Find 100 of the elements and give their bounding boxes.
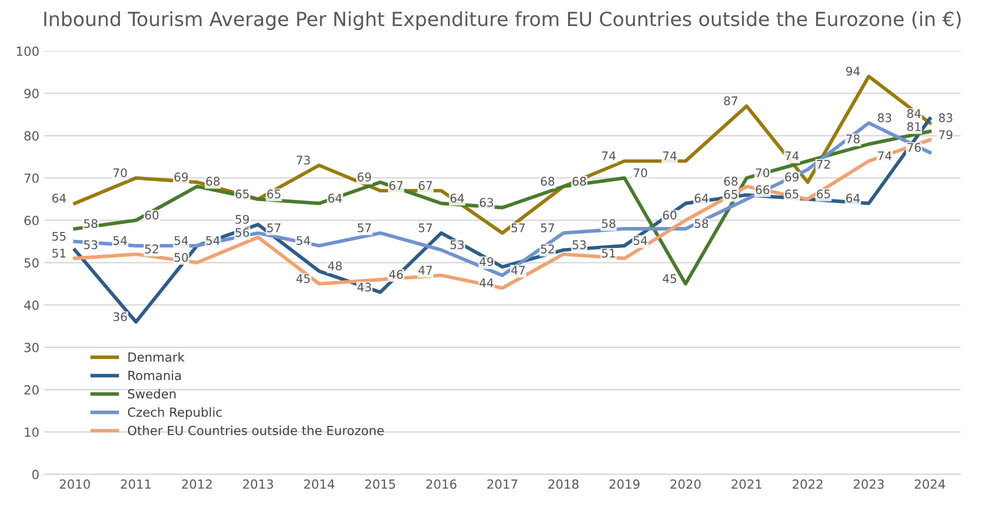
data-label: 54 (634, 236, 648, 245)
legend-label: Sweden (128, 388, 176, 399)
x-tick-label: 2015 (365, 479, 396, 489)
data-label: 67 (389, 181, 403, 190)
data-label: 70 (114, 168, 127, 178)
data-label: 54 (206, 236, 220, 245)
data-label: 51 (602, 248, 616, 258)
data-label: 46 (389, 270, 403, 279)
data-label: 74 (785, 152, 799, 160)
data-label: 68 (724, 176, 738, 186)
x-tick-label: 2012 (182, 479, 212, 489)
x-tick-label: 2016 (426, 479, 456, 489)
legend-label: Czech Republic (128, 407, 222, 420)
y-tick-label: 50 (24, 258, 39, 268)
y-tick-label: 70 (24, 173, 39, 183)
data-label: 54 (296, 236, 310, 245)
data-label: 81 (907, 122, 920, 132)
data-label: 66 (756, 185, 770, 194)
data-label: 49 (480, 257, 494, 266)
y-tick-label: 20 (24, 385, 39, 395)
data-label: 79 (939, 130, 952, 140)
x-tick-label: 2013 (243, 479, 273, 489)
data-label: 87 (724, 96, 738, 106)
data-label: 67 (418, 181, 432, 190)
data-label: 57 (512, 224, 525, 232)
data-label: 63 (480, 198, 494, 207)
data-label: 65 (724, 190, 738, 199)
data-label: 68 (206, 176, 220, 186)
chart-title: Inbound Tourism Average Per Night Expenditure from EU Countries outside the Eurozone (in €) (44, 11, 961, 30)
y-tick-label: 100 (16, 46, 39, 56)
y-tick-label: 80 (24, 131, 39, 141)
x-tick-label: 2019 (610, 479, 640, 489)
data-label: 57 (267, 224, 280, 232)
legend-label: Denmark (128, 352, 185, 362)
data-label: 47 (418, 266, 432, 274)
data-label: 53 (450, 240, 464, 250)
data-label: 52 (540, 244, 554, 254)
data-label: 36 (113, 312, 127, 322)
y-tick-label: 40 (24, 300, 39, 310)
y-tick-label: 0 (32, 470, 39, 480)
data-label: 58 (694, 219, 708, 228)
data-label: 74 (878, 152, 892, 160)
data-label: 47 (511, 266, 525, 274)
data-label: 60 (145, 210, 158, 220)
data-label: 60 (663, 210, 676, 220)
data-label: 57 (540, 224, 554, 232)
data-label: 56 (236, 228, 249, 237)
data-label: 57 (418, 224, 432, 232)
x-tick-label: 2014 (304, 479, 334, 489)
data-label: 45 (662, 274, 676, 284)
data-label: 68 (540, 176, 554, 186)
data-label: 64 (52, 194, 66, 203)
x-tick-label: 2021 (732, 479, 762, 489)
data-label: 69 (358, 172, 372, 182)
data-label: 70 (634, 168, 648, 178)
data-label: 69 (785, 172, 799, 182)
data-label: 94 (846, 66, 860, 76)
data-label: 64 (694, 194, 708, 203)
data-label: 74 (663, 152, 677, 160)
x-tick-label: 2010 (60, 479, 90, 489)
data-label: 59 (236, 214, 249, 224)
data-label: 65 (816, 189, 830, 198)
data-label: 53 (84, 240, 98, 250)
line-series (73, 74, 932, 235)
data-label: 68 (572, 176, 586, 186)
data-label: 64 (846, 194, 860, 203)
legend-label: Other EU Countries outside the Eurozone (128, 426, 384, 436)
data-label: 72 (817, 160, 830, 169)
y-tick-label: 10 (24, 427, 39, 437)
x-tick-label: 2023 (854, 479, 884, 489)
data-label: 69 (174, 172, 188, 182)
data-label: 58 (602, 219, 616, 228)
data-label: 51 (52, 248, 66, 258)
data-label: 78 (846, 134, 860, 144)
y-tick-label: 30 (24, 342, 39, 352)
data-label: 76 (907, 142, 921, 152)
x-tick-label: 2017 (487, 479, 518, 489)
data-label: 70 (756, 168, 770, 178)
data-label: 84 (907, 109, 921, 118)
data-label: 54 (174, 236, 188, 245)
y-tick-label: 90 (24, 88, 39, 98)
x-tick-label: 2011 (120, 479, 151, 489)
data-label: 43 (357, 282, 371, 292)
data-label: 48 (328, 261, 342, 270)
data-label: 54 (113, 236, 127, 245)
data-label: 65 (267, 189, 280, 198)
data-label: 65 (236, 189, 249, 198)
data-label: 55 (52, 232, 66, 241)
legend-label: Romania (128, 370, 181, 380)
data-label: 50 (174, 252, 188, 262)
x-tick-label: 2024 (914, 479, 946, 489)
data-label: 64 (328, 194, 342, 203)
x-tick-label: 2022 (792, 479, 822, 489)
data-label: 52 (145, 244, 158, 254)
data-label: 83 (938, 113, 952, 122)
y-tick-label: 60 (24, 216, 39, 226)
data-label: 74 (602, 152, 616, 160)
data-label: 57 (358, 224, 371, 232)
data-label: 65 (785, 189, 798, 198)
data-label: 58 (84, 219, 98, 228)
